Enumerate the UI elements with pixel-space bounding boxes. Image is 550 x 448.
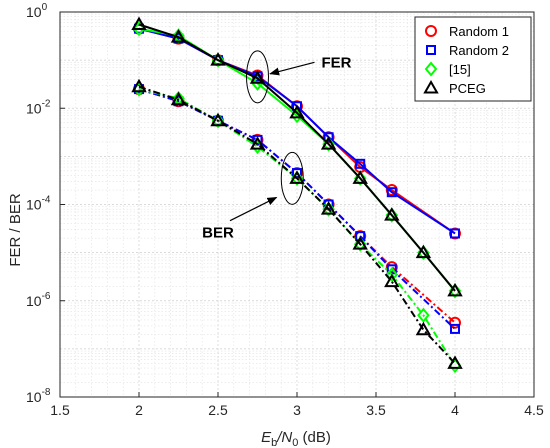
annotations: FER BER: [202, 50, 352, 242]
data-point-fer: [132, 21, 146, 37]
data-point-ber: [320, 201, 337, 215]
x-axis-label-e: E: [261, 429, 272, 446]
x-tick-label: 3: [293, 402, 301, 418]
data-point-ber: [170, 91, 187, 106]
data-point-fer: [131, 16, 147, 30]
data-point-fer: [415, 244, 432, 259]
data-point-ber: [249, 136, 266, 150]
y-tick-label: 10-4: [26, 195, 51, 213]
y-tick-label: 100: [26, 2, 48, 20]
data-point-fer: [447, 282, 463, 297]
series-layer: [131, 16, 463, 374]
data-point-fer: [384, 207, 400, 221]
data-point-ber: [289, 170, 305, 184]
x-tick-label: 3.5: [366, 402, 386, 418]
annotation-ellipse-ber: [280, 151, 304, 205]
legend-marker: [426, 45, 436, 55]
data-point-ber: [384, 273, 400, 288]
y-axis-label: FER / BER: [7, 193, 24, 267]
ticks: 1.5 2 2.5 3 3.5 4 4.5 100 10-2 10-4 10-6 10-8: [26, 2, 544, 418]
y-tick-label: 10-8: [26, 387, 51, 405]
annotation-arrow-ber: [229, 196, 278, 222]
data-point-fer: [210, 52, 226, 66]
data-point-ber: [252, 134, 263, 145]
legend-label: Random 1: [449, 24, 509, 39]
annotation-label-fer: FER: [322, 54, 352, 71]
x-axis-label-unit: (dB): [298, 429, 331, 446]
series-line-fer: [138, 23, 456, 292]
data-point-fer: [450, 228, 460, 239]
x-tick-label: 1.5: [50, 402, 70, 418]
data-point-ber: [415, 321, 432, 336]
legend-marker: [423, 79, 439, 94]
annotation-ellipse-fer: [246, 50, 269, 104]
data-point-ber: [450, 323, 460, 334]
legend-label: [15]: [449, 62, 471, 77]
legend-label: PCEG: [449, 81, 486, 96]
data-point-ber: [352, 236, 368, 250]
data-point-fer: [355, 158, 366, 169]
data-point-fer: [320, 136, 337, 150]
data-point-fer: [249, 70, 266, 84]
data-point-ber: [385, 267, 399, 283]
legend: Random 1 Random 2 [15] PCEG: [414, 16, 532, 102]
y-tick-label: 10-6: [26, 291, 51, 309]
legend-label: Random 2: [449, 43, 509, 58]
y-tick-label: 10-2: [26, 98, 51, 116]
x-axis-label-sub-0: 0: [292, 437, 298, 448]
series-line-ber: [138, 85, 456, 365]
x-tick-label: 4.5: [524, 402, 544, 418]
data-point-fer: [170, 29, 187, 43]
x-tick-label: 4: [451, 402, 459, 418]
data-point-fer: [386, 187, 397, 198]
data-point-fer: [323, 132, 334, 143]
data-point-ber: [447, 355, 463, 369]
data-point-fer: [352, 170, 368, 184]
data-point-ber: [210, 112, 226, 127]
legend-marker: [425, 25, 437, 37]
x-axis-label-n: /N: [276, 429, 292, 446]
x-tick-label: 2: [135, 402, 143, 418]
data-point-fer: [289, 104, 305, 119]
x-axis-label: Eb/N0 (dB): [261, 429, 331, 448]
data-point-ber: [417, 307, 430, 323]
x-axis-label-sub-b: b: [271, 437, 277, 448]
annotation-label-ber: BER: [202, 225, 234, 242]
annotation-arrow-fer: [269, 61, 315, 76]
legend-marker: [424, 61, 438, 77]
legend-box: [414, 16, 532, 102]
data-point-ber: [131, 78, 147, 93]
x-tick-label: 2.5: [208, 402, 228, 418]
